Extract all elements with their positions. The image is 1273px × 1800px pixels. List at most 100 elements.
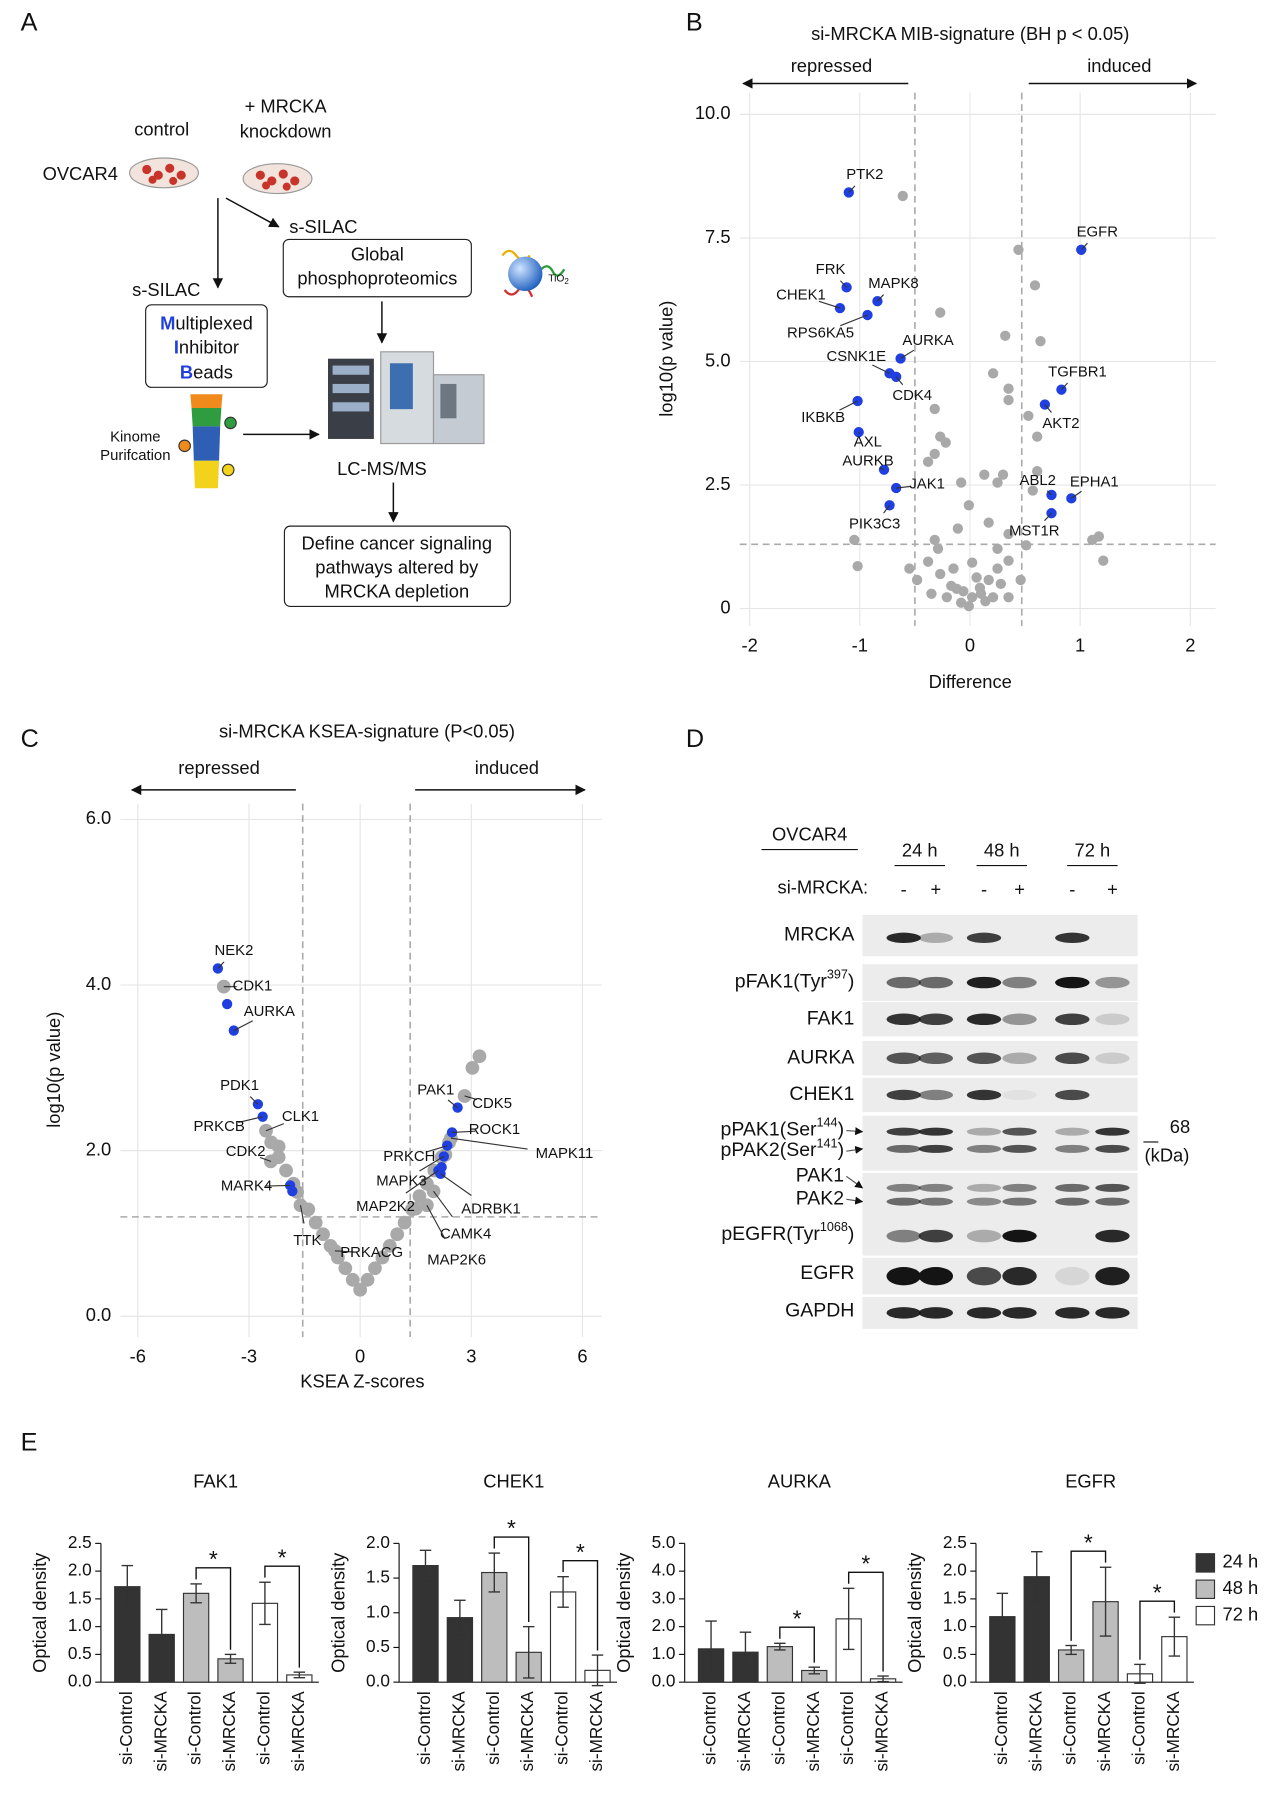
diagram-text: Inhibitor xyxy=(174,336,239,357)
cells xyxy=(142,163,300,191)
leader-line xyxy=(858,431,861,434)
significance-bracket xyxy=(562,1559,599,1651)
data-point xyxy=(1003,394,1014,406)
panel-label: C xyxy=(21,725,39,753)
data-point xyxy=(1098,555,1109,566)
point-label: AURKA xyxy=(902,333,953,349)
blot-band xyxy=(918,1229,954,1243)
leader-line xyxy=(1080,242,1088,251)
leader-line xyxy=(848,185,856,193)
kinome-column xyxy=(178,394,237,489)
data-point xyxy=(897,190,908,202)
point-label: CDK5 xyxy=(472,1096,512,1112)
chart-title: AURKA xyxy=(768,1470,832,1491)
blot-band xyxy=(1055,1266,1090,1286)
y-axis-label: Optical density xyxy=(613,1552,634,1673)
diagram-text: MRCKA depletion xyxy=(324,580,469,601)
point-label: PRKACG xyxy=(340,1245,403,1261)
data-point xyxy=(935,568,946,580)
bar-chart: AURKA Optical density 0.0 1.0 2.0 3.0 4.0 5.0 si… xyxy=(613,1470,903,1772)
blot-band xyxy=(886,1266,921,1286)
y-tick-label: 1.5 xyxy=(366,1567,390,1587)
y-tick-label: 2.5 xyxy=(943,1532,967,1552)
diagram-text: phosphoproteomics xyxy=(297,267,457,288)
data-point xyxy=(997,469,1009,480)
diagram-text: s-SILAC xyxy=(289,216,357,237)
blot-row-label: ) xyxy=(848,1223,855,1245)
diagram-text: M xyxy=(160,312,175,333)
x-tick-label: si-Control xyxy=(700,1691,720,1765)
blot-row-label: ) xyxy=(838,1119,845,1141)
data-point xyxy=(216,979,231,994)
bar xyxy=(412,1565,439,1683)
direction-label: induced xyxy=(475,757,539,778)
timepoint-label: 72 h xyxy=(1075,840,1111,861)
significance-bracket xyxy=(1139,1600,1176,1660)
y-tick-label: 1.5 xyxy=(943,1587,967,1607)
significance-star: * xyxy=(793,1605,802,1631)
data-point xyxy=(287,1186,298,1197)
leader-line xyxy=(872,364,890,374)
x-tick-label: 6 xyxy=(577,1345,587,1366)
blot-row-label: pPAK1(Ser xyxy=(721,1119,818,1141)
diagram-text: s-SILAC xyxy=(132,279,200,300)
blot-band xyxy=(1002,1013,1037,1026)
x-tick-label: si-MRCKA xyxy=(872,1691,892,1772)
point-label: FRK xyxy=(816,262,846,278)
data-point xyxy=(301,1202,316,1217)
leader-line xyxy=(299,1205,305,1224)
panel-label: B xyxy=(686,8,703,36)
data-point xyxy=(995,578,1006,590)
x-tick-label: 0 xyxy=(355,1345,365,1366)
blot-band xyxy=(1095,1266,1130,1286)
x-tick-label: 0 xyxy=(965,634,975,655)
blot-row-label: PAK2 xyxy=(796,1187,844,1209)
leader-line xyxy=(464,1095,478,1101)
data-point xyxy=(895,353,906,364)
diagram-text: TiO2 xyxy=(548,273,569,286)
leader-line xyxy=(452,1130,476,1133)
data-point xyxy=(940,437,951,448)
point-label: CLK1 xyxy=(282,1109,319,1125)
x-axis-label: Difference xyxy=(929,671,1012,692)
blot-row-label: CHEK1 xyxy=(789,1083,854,1105)
blot-band xyxy=(918,1307,954,1319)
scatter-plot: -6 -3 0 3 6 0.0 2.0 4.0 6.0 CDK1 CLK1 CDK2 TTK PRKACG… xyxy=(86,803,603,1366)
point-label: PRKCB xyxy=(193,1119,244,1135)
blot-band xyxy=(966,1183,1002,1192)
y-tick-label: 0.0 xyxy=(86,1304,111,1325)
scatter-plot: -2 -1 0 1 2 0 2.5 5.0 7.5 10.0 PTK2 EGFR FRK MAPK8 CHE… xyxy=(695,92,1216,655)
y-tick-label: 4.0 xyxy=(86,973,111,994)
blot-row-label: EGFR xyxy=(800,1262,854,1284)
y-tick-label: 5.0 xyxy=(652,1532,676,1552)
data-point xyxy=(932,543,944,554)
data-point xyxy=(472,1049,487,1064)
y-tick-label: 7.5 xyxy=(705,226,730,247)
leader-line xyxy=(217,961,225,969)
y-tick-label: 0.0 xyxy=(68,1671,92,1691)
leader-line xyxy=(426,1145,448,1153)
chart-title: FAK1 xyxy=(193,1470,238,1491)
significance-bracket xyxy=(195,1567,232,1650)
blot-row-label: MRCKA xyxy=(784,924,854,946)
blot-band xyxy=(1002,1127,1037,1136)
x-tick-label: si-MRCKA xyxy=(448,1691,468,1772)
significance-star: * xyxy=(278,1544,287,1570)
diagram-text: ultiplexed xyxy=(175,312,252,333)
blot-band xyxy=(886,1127,921,1136)
data-point xyxy=(992,477,1003,488)
instrument xyxy=(327,351,485,445)
data-point xyxy=(1021,540,1032,551)
blot-band xyxy=(1055,976,1090,989)
data-point xyxy=(412,1189,427,1204)
data-point xyxy=(221,998,233,1010)
blot-band xyxy=(1095,1013,1130,1026)
y-tick-label: 2.5 xyxy=(705,473,730,494)
significance-star: * xyxy=(507,1515,516,1541)
blot-band xyxy=(966,1144,1002,1153)
blot-band xyxy=(1055,1013,1090,1026)
blot-band xyxy=(1095,1307,1130,1319)
blot-strip xyxy=(862,1115,1138,1171)
x-tick-label: 1 xyxy=(1075,634,1085,655)
